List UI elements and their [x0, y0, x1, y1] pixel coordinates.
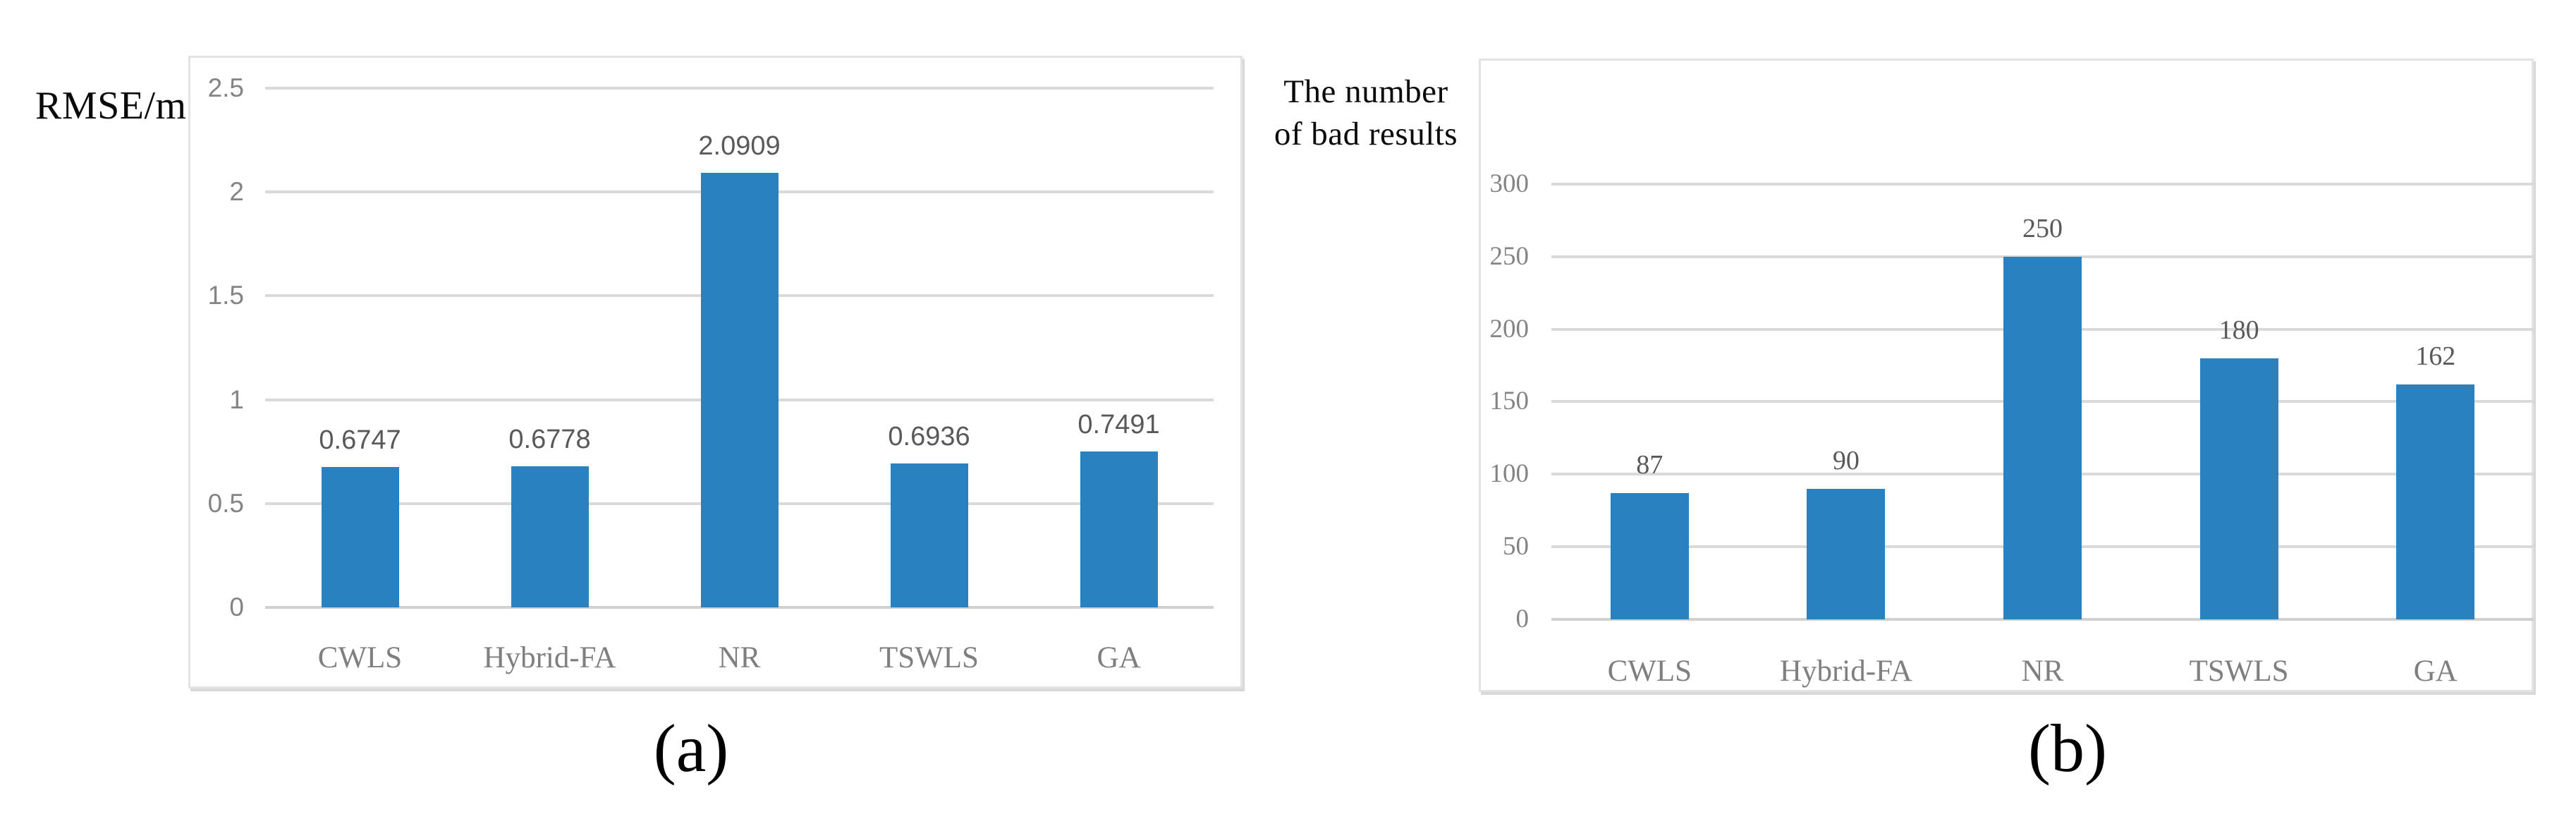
bar-data-label-GA: 0.7491 [1078, 410, 1160, 440]
y-tick-label-2: 2 [229, 177, 244, 207]
x-category-label-Hybrid-FA: Hybrid-FA [1779, 655, 1912, 688]
y-tick-label-0: 0 [1515, 605, 1530, 633]
chart-panel-b: 0 50 100 150 200 250 300 87 CWLS 90 Hybrid-FA 250 NR… [1479, 59, 2534, 692]
y-axis-title-line-1: The number [1283, 73, 1448, 110]
x-category-label-GA: GA [1097, 641, 1141, 674]
bar-NR [2003, 256, 2082, 619]
bar-data-label-GA: 162 [2415, 341, 2456, 371]
y-tick-label-150: 150 [1489, 387, 1530, 416]
y-tick-label-0.5: 0.5 [207, 488, 244, 518]
x-category-label-CWLS: CWLS [1607, 655, 1692, 688]
x-category-label-NR: NR [2021, 655, 2064, 688]
bar-CWLS [321, 467, 399, 607]
bar-Hybrid-FA [511, 466, 589, 607]
y-tick-label-200: 200 [1489, 314, 1530, 344]
gridline-y-0 [1551, 618, 2534, 621]
bar-data-label-Hybrid-FA: 90 [1832, 445, 1860, 475]
y-tick-label-250: 250 [1489, 241, 1530, 271]
bar-data-label-Hybrid-FA: 0.6778 [508, 425, 591, 455]
bar-data-label-NR: 2.0909 [698, 131, 781, 162]
y-tick-label-1.5: 1.5 [207, 281, 244, 310]
gridline-y-300 [1551, 182, 2534, 186]
bar-GA [1080, 451, 1158, 607]
x-category-label-GA: GA [2413, 655, 2458, 688]
y-tick-label-1: 1 [229, 384, 244, 414]
x-category-label-Hybrid-FA: Hybrid-FA [483, 641, 616, 674]
x-category-label-TSWLS: TSWLS [2189, 655, 2289, 688]
bar-Hybrid-FA [1807, 488, 1886, 619]
x-category-label-NR: NR [718, 641, 761, 674]
x-category-label-CWLS: CWLS [317, 641, 403, 674]
gridline-y-2.5 [265, 87, 1214, 90]
bar-TSWLS [890, 463, 968, 607]
chart-panel-a: 0 0.5 1 1.5 2 2.5 0.6747 CWLS 0.6778 Hybrid-FA 2.0… [188, 56, 1243, 688]
caption-a: (a) [653, 710, 729, 786]
y-tick-label-2.5: 2.5 [207, 73, 244, 102]
caption-b: (b) [2028, 710, 2107, 786]
bar-data-label-TSWLS: 180 [2218, 315, 2259, 345]
gridline-y-0 [265, 606, 1214, 609]
bar-NR [700, 173, 779, 607]
y-axis-title-bad-results: The number of bad results [1257, 71, 1475, 155]
bar-data-label-CWLS: 87 [1636, 450, 1664, 480]
y-axis-title-line-2: of bad results [1274, 116, 1458, 152]
bar-GA [2396, 384, 2475, 619]
bar-data-label-NR: 250 [2022, 213, 2063, 243]
bar-data-label-CWLS: 0.6747 [319, 425, 401, 456]
x-category-label-TSWLS: TSWLS [879, 641, 979, 674]
y-axis-title-rmse: RMSE/m [35, 84, 187, 128]
y-tick-label-50: 50 [1503, 532, 1529, 562]
bar-CWLS [1610, 493, 1689, 619]
bar-data-label-TSWLS: 0.6936 [888, 421, 970, 451]
y-tick-label-100: 100 [1489, 459, 1530, 489]
y-tick-label-0: 0 [229, 593, 244, 621]
bar-TSWLS [2199, 358, 2278, 619]
y-tick-label-300: 300 [1489, 169, 1530, 198]
